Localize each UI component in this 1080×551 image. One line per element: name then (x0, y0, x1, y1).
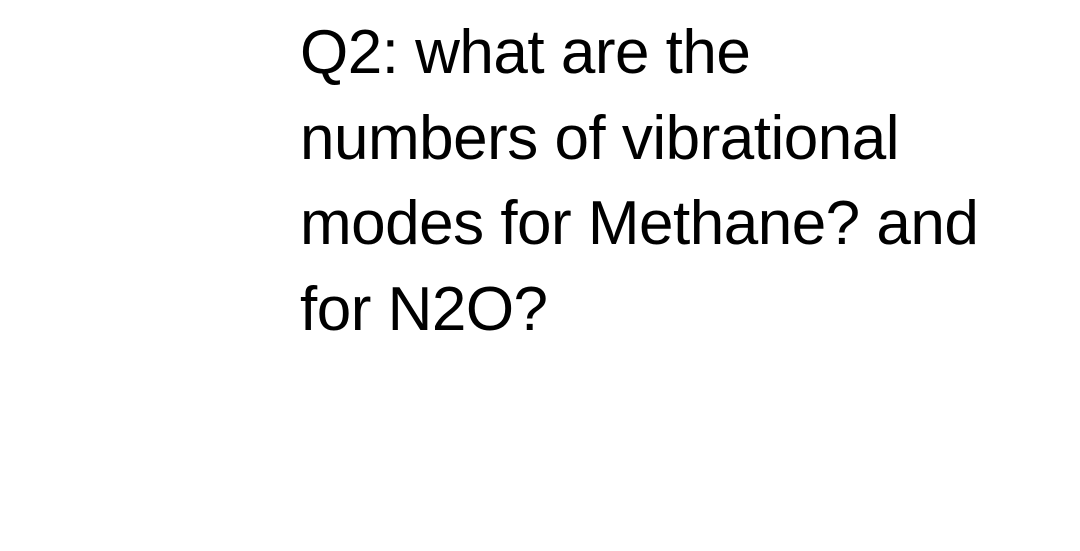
question-container: Q2: what are the numbers of vibrational … (300, 10, 980, 352)
question-text: Q2: what are the numbers of vibrational … (300, 10, 980, 352)
